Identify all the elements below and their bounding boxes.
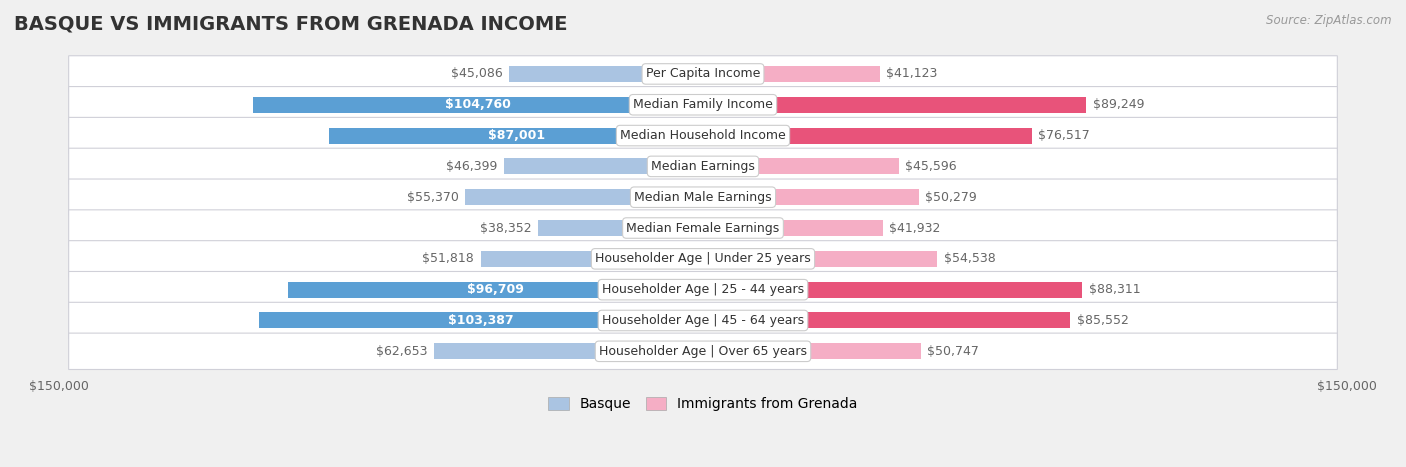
Text: $50,279: $50,279	[925, 191, 977, 204]
Bar	[703, 220, 883, 236]
Text: $46,399: $46,399	[446, 160, 498, 173]
Text: $89,249: $89,249	[1092, 98, 1144, 111]
Bar	[253, 97, 703, 113]
Bar	[703, 282, 1083, 297]
Bar	[329, 127, 703, 143]
Bar	[703, 97, 1087, 113]
Text: $51,818: $51,818	[422, 252, 474, 265]
Text: $76,517: $76,517	[1038, 129, 1090, 142]
FancyBboxPatch shape	[69, 241, 1337, 277]
Text: $88,311: $88,311	[1088, 283, 1140, 296]
FancyBboxPatch shape	[69, 56, 1337, 92]
Text: $62,653: $62,653	[375, 345, 427, 358]
Text: $45,086: $45,086	[451, 67, 503, 80]
Bar	[703, 343, 921, 359]
FancyBboxPatch shape	[69, 179, 1337, 215]
Text: Householder Age | 45 - 64 years: Householder Age | 45 - 64 years	[602, 314, 804, 327]
FancyBboxPatch shape	[69, 86, 1337, 123]
Bar	[703, 158, 898, 174]
Text: $104,760: $104,760	[446, 98, 510, 111]
Text: Source: ZipAtlas.com: Source: ZipAtlas.com	[1267, 14, 1392, 27]
FancyBboxPatch shape	[69, 210, 1337, 246]
Text: BASQUE VS IMMIGRANTS FROM GRENADA INCOME: BASQUE VS IMMIGRANTS FROM GRENADA INCOME	[14, 14, 568, 33]
FancyBboxPatch shape	[69, 117, 1337, 154]
FancyBboxPatch shape	[69, 302, 1337, 339]
Text: Householder Age | Under 25 years: Householder Age | Under 25 years	[595, 252, 811, 265]
Text: $85,552: $85,552	[1077, 314, 1129, 327]
Bar	[703, 251, 938, 267]
Bar	[465, 189, 703, 205]
FancyBboxPatch shape	[69, 148, 1337, 184]
Bar	[703, 312, 1070, 328]
Text: $41,932: $41,932	[890, 221, 941, 234]
Text: Median Earnings: Median Earnings	[651, 160, 755, 173]
Text: $38,352: $38,352	[481, 221, 531, 234]
Bar	[509, 66, 703, 82]
Bar	[703, 127, 1032, 143]
Bar	[288, 282, 703, 297]
Text: $103,387: $103,387	[449, 314, 513, 327]
Bar	[481, 251, 703, 267]
Text: Median Household Income: Median Household Income	[620, 129, 786, 142]
FancyBboxPatch shape	[69, 271, 1337, 308]
Text: $87,001: $87,001	[488, 129, 544, 142]
Bar	[703, 189, 920, 205]
Text: Per Capita Income: Per Capita Income	[645, 67, 761, 80]
Text: Median Female Earnings: Median Female Earnings	[627, 221, 779, 234]
Bar	[503, 158, 703, 174]
Text: $50,747: $50,747	[928, 345, 979, 358]
Legend: Basque, Immigrants from Grenada: Basque, Immigrants from Grenada	[543, 392, 863, 417]
Text: Householder Age | Over 65 years: Householder Age | Over 65 years	[599, 345, 807, 358]
Text: $54,538: $54,538	[943, 252, 995, 265]
Text: Median Family Income: Median Family Income	[633, 98, 773, 111]
Bar	[703, 66, 880, 82]
Text: $41,123: $41,123	[886, 67, 938, 80]
Text: $45,596: $45,596	[905, 160, 957, 173]
Text: Householder Age | 25 - 44 years: Householder Age | 25 - 44 years	[602, 283, 804, 296]
Bar	[259, 312, 703, 328]
Text: $55,370: $55,370	[406, 191, 458, 204]
FancyBboxPatch shape	[69, 333, 1337, 369]
Text: $96,709: $96,709	[467, 283, 524, 296]
Bar	[538, 220, 703, 236]
Text: Median Male Earnings: Median Male Earnings	[634, 191, 772, 204]
Bar	[434, 343, 703, 359]
